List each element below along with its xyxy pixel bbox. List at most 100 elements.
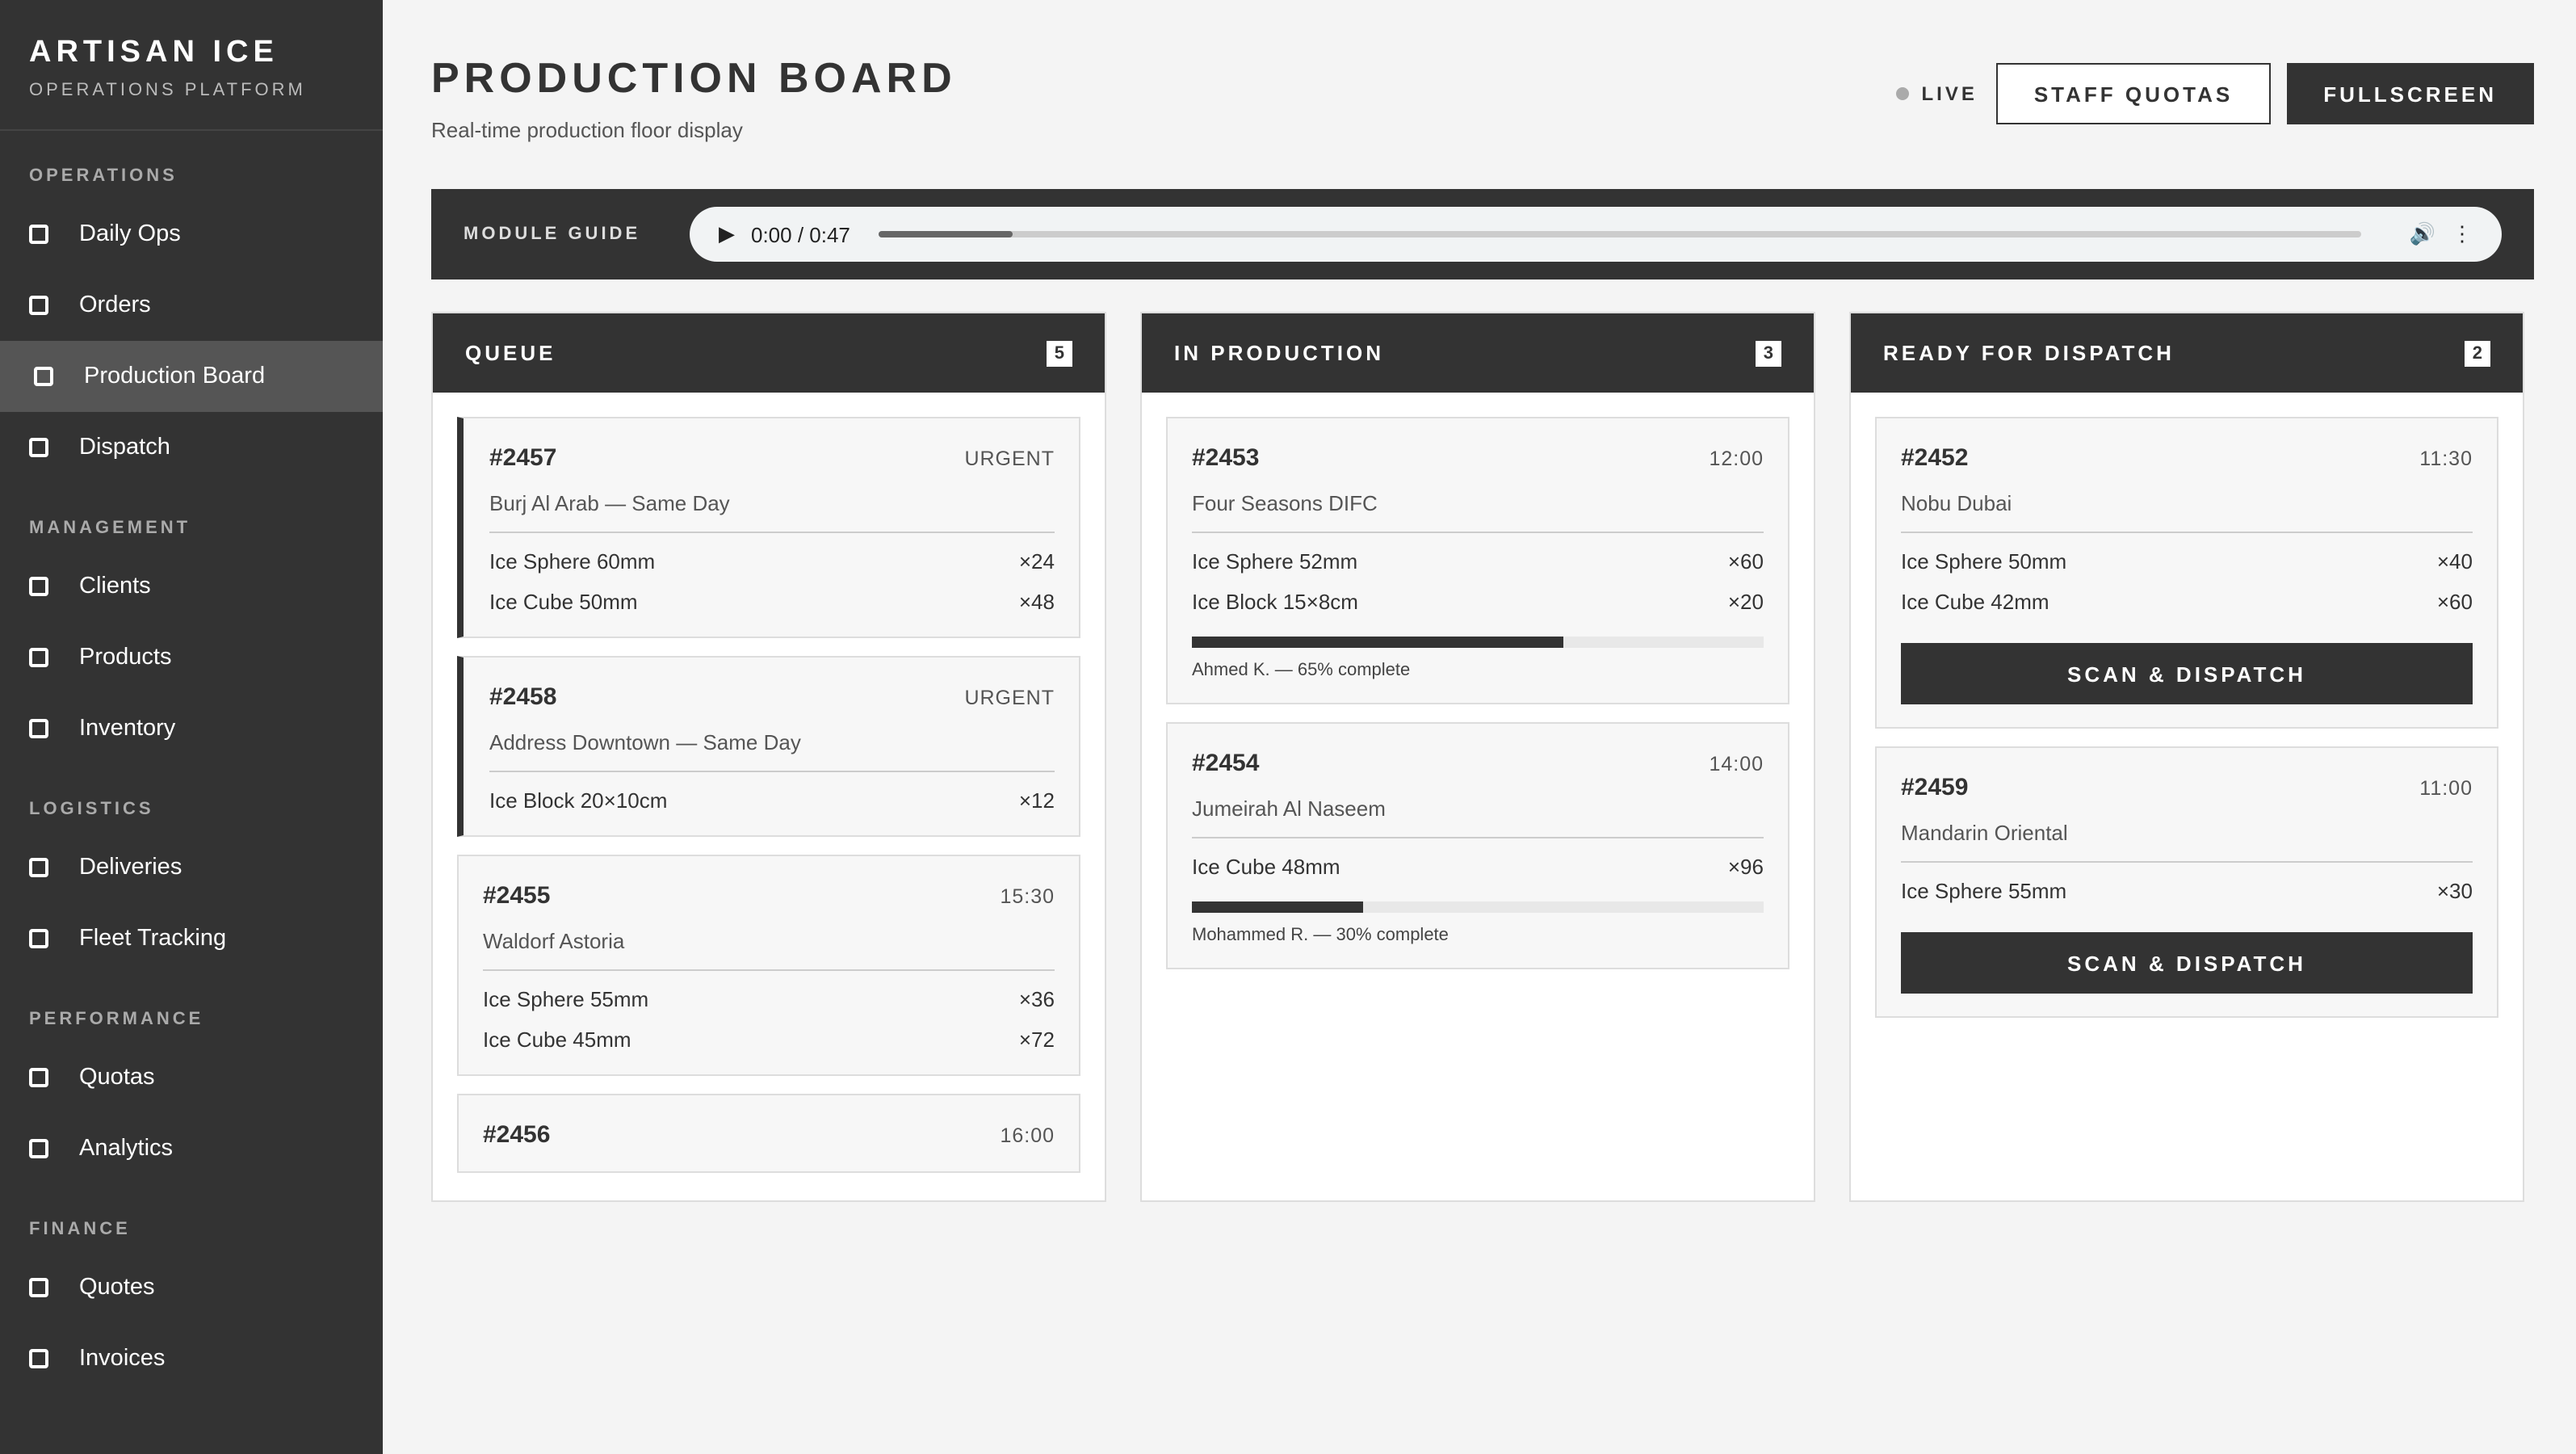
nav-item[interactable]: Products	[0, 622, 383, 693]
nav-section: FINANCE	[29, 1220, 131, 1239]
order-tag: 11:30	[2419, 447, 2473, 469]
column-header: QUEUE 5	[433, 313, 1105, 393]
audio-progress	[879, 231, 1013, 237]
nav-item[interactable]: Deliveries	[0, 832, 383, 903]
item-qty: ×72	[1018, 1027, 1055, 1052]
nav-item[interactable]: Invoices	[0, 1323, 383, 1394]
nav-icon	[29, 1349, 48, 1368]
item-name: Ice Cube 42mm	[1901, 590, 2049, 614]
brand: ARTISAN ICE	[29, 36, 279, 69]
card-top: #2458 URGENT	[489, 683, 1055, 711]
order-card[interactable]: #2457 URGENT Burj Al Arab — Same Day Ice Sp…	[457, 417, 1080, 638]
order-card[interactable]: #2454 14:00 Jumeirah Al Naseem Ice Cube 48m…	[1166, 722, 1789, 969]
nav-section: MANAGEMENT	[29, 519, 191, 538]
nav-item[interactable]: Clients	[0, 551, 383, 622]
order-card[interactable]: #2456 16:00	[457, 1094, 1080, 1173]
nav-item[interactable]: Daily Ops	[0, 199, 383, 270]
board-columns: QUEUE 5 #2457 URGENT Burj Al Arab — Same Day…	[431, 312, 2534, 1202]
nav-label: Production Board	[84, 364, 266, 389]
order-id: #2454	[1192, 750, 1260, 777]
order-item: Ice Sphere 52mm ×60	[1192, 549, 1764, 574]
nav-label: Inventory	[79, 716, 176, 742]
order-id: #2453	[1192, 444, 1260, 472]
card-top: #2453 12:00	[1192, 444, 1764, 472]
column-header: READY FOR DISPATCH 2	[1851, 313, 2523, 393]
item-name: Ice Cube 45mm	[483, 1027, 631, 1052]
order-card[interactable]: #2453 12:00 Four Seasons DIFC Ice Sphere 52…	[1166, 417, 1789, 704]
progress-bar	[1192, 637, 1564, 648]
order-card[interactable]: #2458 URGENT Address Downtown — Same Day Ic…	[457, 656, 1080, 837]
header-button[interactable]: STAFF QUOTAS	[1996, 63, 2271, 124]
nav-label: Products	[79, 645, 172, 670]
audio-player[interactable]: ▶ 0:00 / 0:47 🔊 ⋮	[690, 207, 2502, 262]
status-dot	[1895, 87, 1909, 100]
item-qty: ×12	[1018, 788, 1055, 813]
order-card[interactable]: #2459 11:00 Mandarin Oriental Ice Sphere 55…	[1875, 746, 2498, 1018]
more-button[interactable]: ⋮	[2452, 221, 2473, 246]
item-qty: ×24	[1018, 549, 1055, 574]
nav-item[interactable]: Analytics	[0, 1113, 383, 1184]
header-button[interactable]: FULLSCREEN	[2286, 63, 2534, 124]
nav-item[interactable]: Fleet Tracking	[0, 903, 383, 974]
order-tag: 12:00	[1709, 447, 1764, 469]
order-id: #2459	[1901, 774, 1969, 801]
action-button[interactable]: SCAN & DISPATCH	[1901, 932, 2473, 994]
nav-icon	[29, 1278, 48, 1297]
order-item: Ice Cube 42mm ×60	[1901, 590, 2473, 614]
order-item: Ice Sphere 60mm ×24	[489, 549, 1055, 574]
progress-track	[1192, 901, 1764, 913]
item-qty: ×96	[1727, 855, 1764, 879]
main: PRODUCTION BOARD Real-time production flo…	[383, 0, 2576, 1454]
live-status: LIVE	[1895, 82, 1978, 105]
item-name: Ice Sphere 60mm	[489, 549, 656, 574]
client-name: Address Downtown — Same Day	[489, 730, 1055, 772]
order-item: Ice Cube 50mm ×48	[489, 590, 1055, 614]
nav-icon	[29, 1139, 48, 1158]
nav-icon	[29, 438, 48, 457]
header-actions: LIVE STAFF QUOTAS FULLSCREEN	[1895, 63, 2534, 124]
nav-icon	[29, 577, 48, 596]
nav-icon	[29, 858, 48, 877]
nav-section: LOGISTICS	[29, 800, 154, 819]
header-text: PRODUCTION BOARD Real-time production flo…	[431, 53, 957, 142]
client-name: Burj Al Arab — Same Day	[489, 491, 1055, 533]
order-tag: 16:00	[1000, 1124, 1055, 1146]
action-button[interactable]: SCAN & DISPATCH	[1901, 643, 2473, 704]
client-name: Four Seasons DIFC	[1192, 491, 1764, 533]
item-name: Ice Cube 48mm	[1192, 855, 1340, 879]
nav-icon	[34, 367, 53, 386]
nav-icon	[29, 648, 48, 667]
nav-item[interactable]: Inventory	[0, 693, 383, 764]
sidebar: ARTISAN ICE OPERATIONS PLATFORM OPERATIONS…	[0, 0, 383, 1454]
play-button[interactable]: ▶	[719, 221, 735, 246]
item-name: Ice Block 20×10cm	[489, 788, 668, 813]
order-id: #2455	[483, 882, 551, 910]
item-qty: ×60	[1727, 549, 1764, 574]
column-count: 2	[2464, 340, 2490, 366]
nav-label: Fleet Tracking	[79, 926, 227, 952]
nav-item[interactable]: Orders	[0, 270, 383, 341]
card-top: #2455 15:30	[483, 882, 1055, 910]
nav-item[interactable]: Dispatch	[0, 412, 383, 483]
order-card[interactable]: #2452 11:30 Nobu Dubai Ice Sphere 50mm ×40 Ic…	[1875, 417, 2498, 729]
card-list: #2457 URGENT Burj Al Arab — Same Day Ice Sp…	[433, 393, 1105, 1173]
audio-track[interactable]	[879, 231, 2361, 237]
board-column: IN PRODUCTION 3 #2453 12:00 Four Seasons DIF…	[1140, 312, 1815, 1202]
order-item: Ice Cube 48mm ×96	[1192, 855, 1764, 879]
nav-item[interactable]: Quotes	[0, 1252, 383, 1323]
item-qty: ×40	[2436, 549, 2473, 574]
nav-section: OPERATIONS	[29, 166, 178, 186]
item-qty: ×20	[1727, 590, 1764, 614]
nav-label: Dispatch	[79, 435, 170, 460]
progress-bar	[1192, 901, 1364, 913]
order-card[interactable]: #2455 15:30 Waldorf Astoria Ice Sphere 55mm…	[457, 855, 1080, 1076]
column-count: 5	[1046, 340, 1072, 366]
nav-item[interactable]: Production Board	[0, 341, 383, 412]
card-top: #2454 14:00	[1192, 750, 1764, 777]
item-qty: ×36	[1018, 987, 1055, 1011]
nav-section: PERFORMANCE	[29, 1010, 204, 1029]
card-list: #2453 12:00 Four Seasons DIFC Ice Sphere 52…	[1142, 393, 1814, 969]
volume-button[interactable]: 🔊	[2409, 221, 2435, 246]
nav-item[interactable]: Quotas	[0, 1042, 383, 1113]
